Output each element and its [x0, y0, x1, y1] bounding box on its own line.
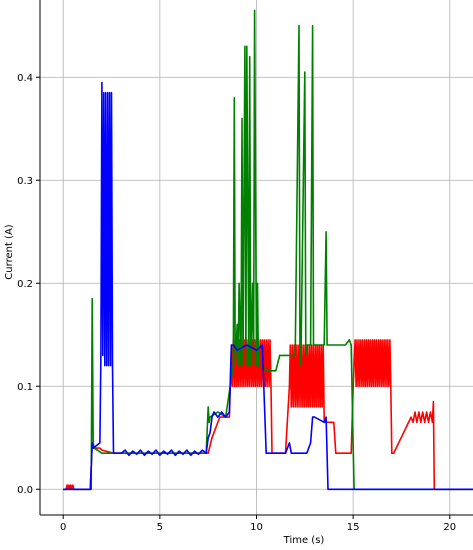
x-tick-label: 0 — [60, 522, 66, 533]
y-axis-label: Current (A) — [4, 224, 15, 279]
y-tick-label: 0.4 — [17, 73, 33, 84]
series-layer — [63, 9, 473, 491]
x-tick-label: 20 — [443, 522, 456, 533]
y-ticks: 0.0 0.1 0.2 0.3 0.4 — [17, 73, 40, 496]
y-tick-label: 0.1 — [17, 382, 33, 393]
x-tick-label: 15 — [347, 522, 360, 533]
x-tick-label: 10 — [250, 522, 263, 533]
x-tick-label: 5 — [157, 522, 163, 533]
series-line-3 — [63, 81, 473, 491]
x-axis-label: Time (s) — [283, 535, 325, 546]
y-tick-label: 0.2 — [17, 279, 33, 290]
plot-area — [63, 9, 473, 491]
y-tick-label: 0.3 — [17, 176, 33, 187]
x-ticks: 0 5 10 15 20 — [60, 515, 456, 533]
y-tick-label: 0.0 — [17, 485, 33, 496]
